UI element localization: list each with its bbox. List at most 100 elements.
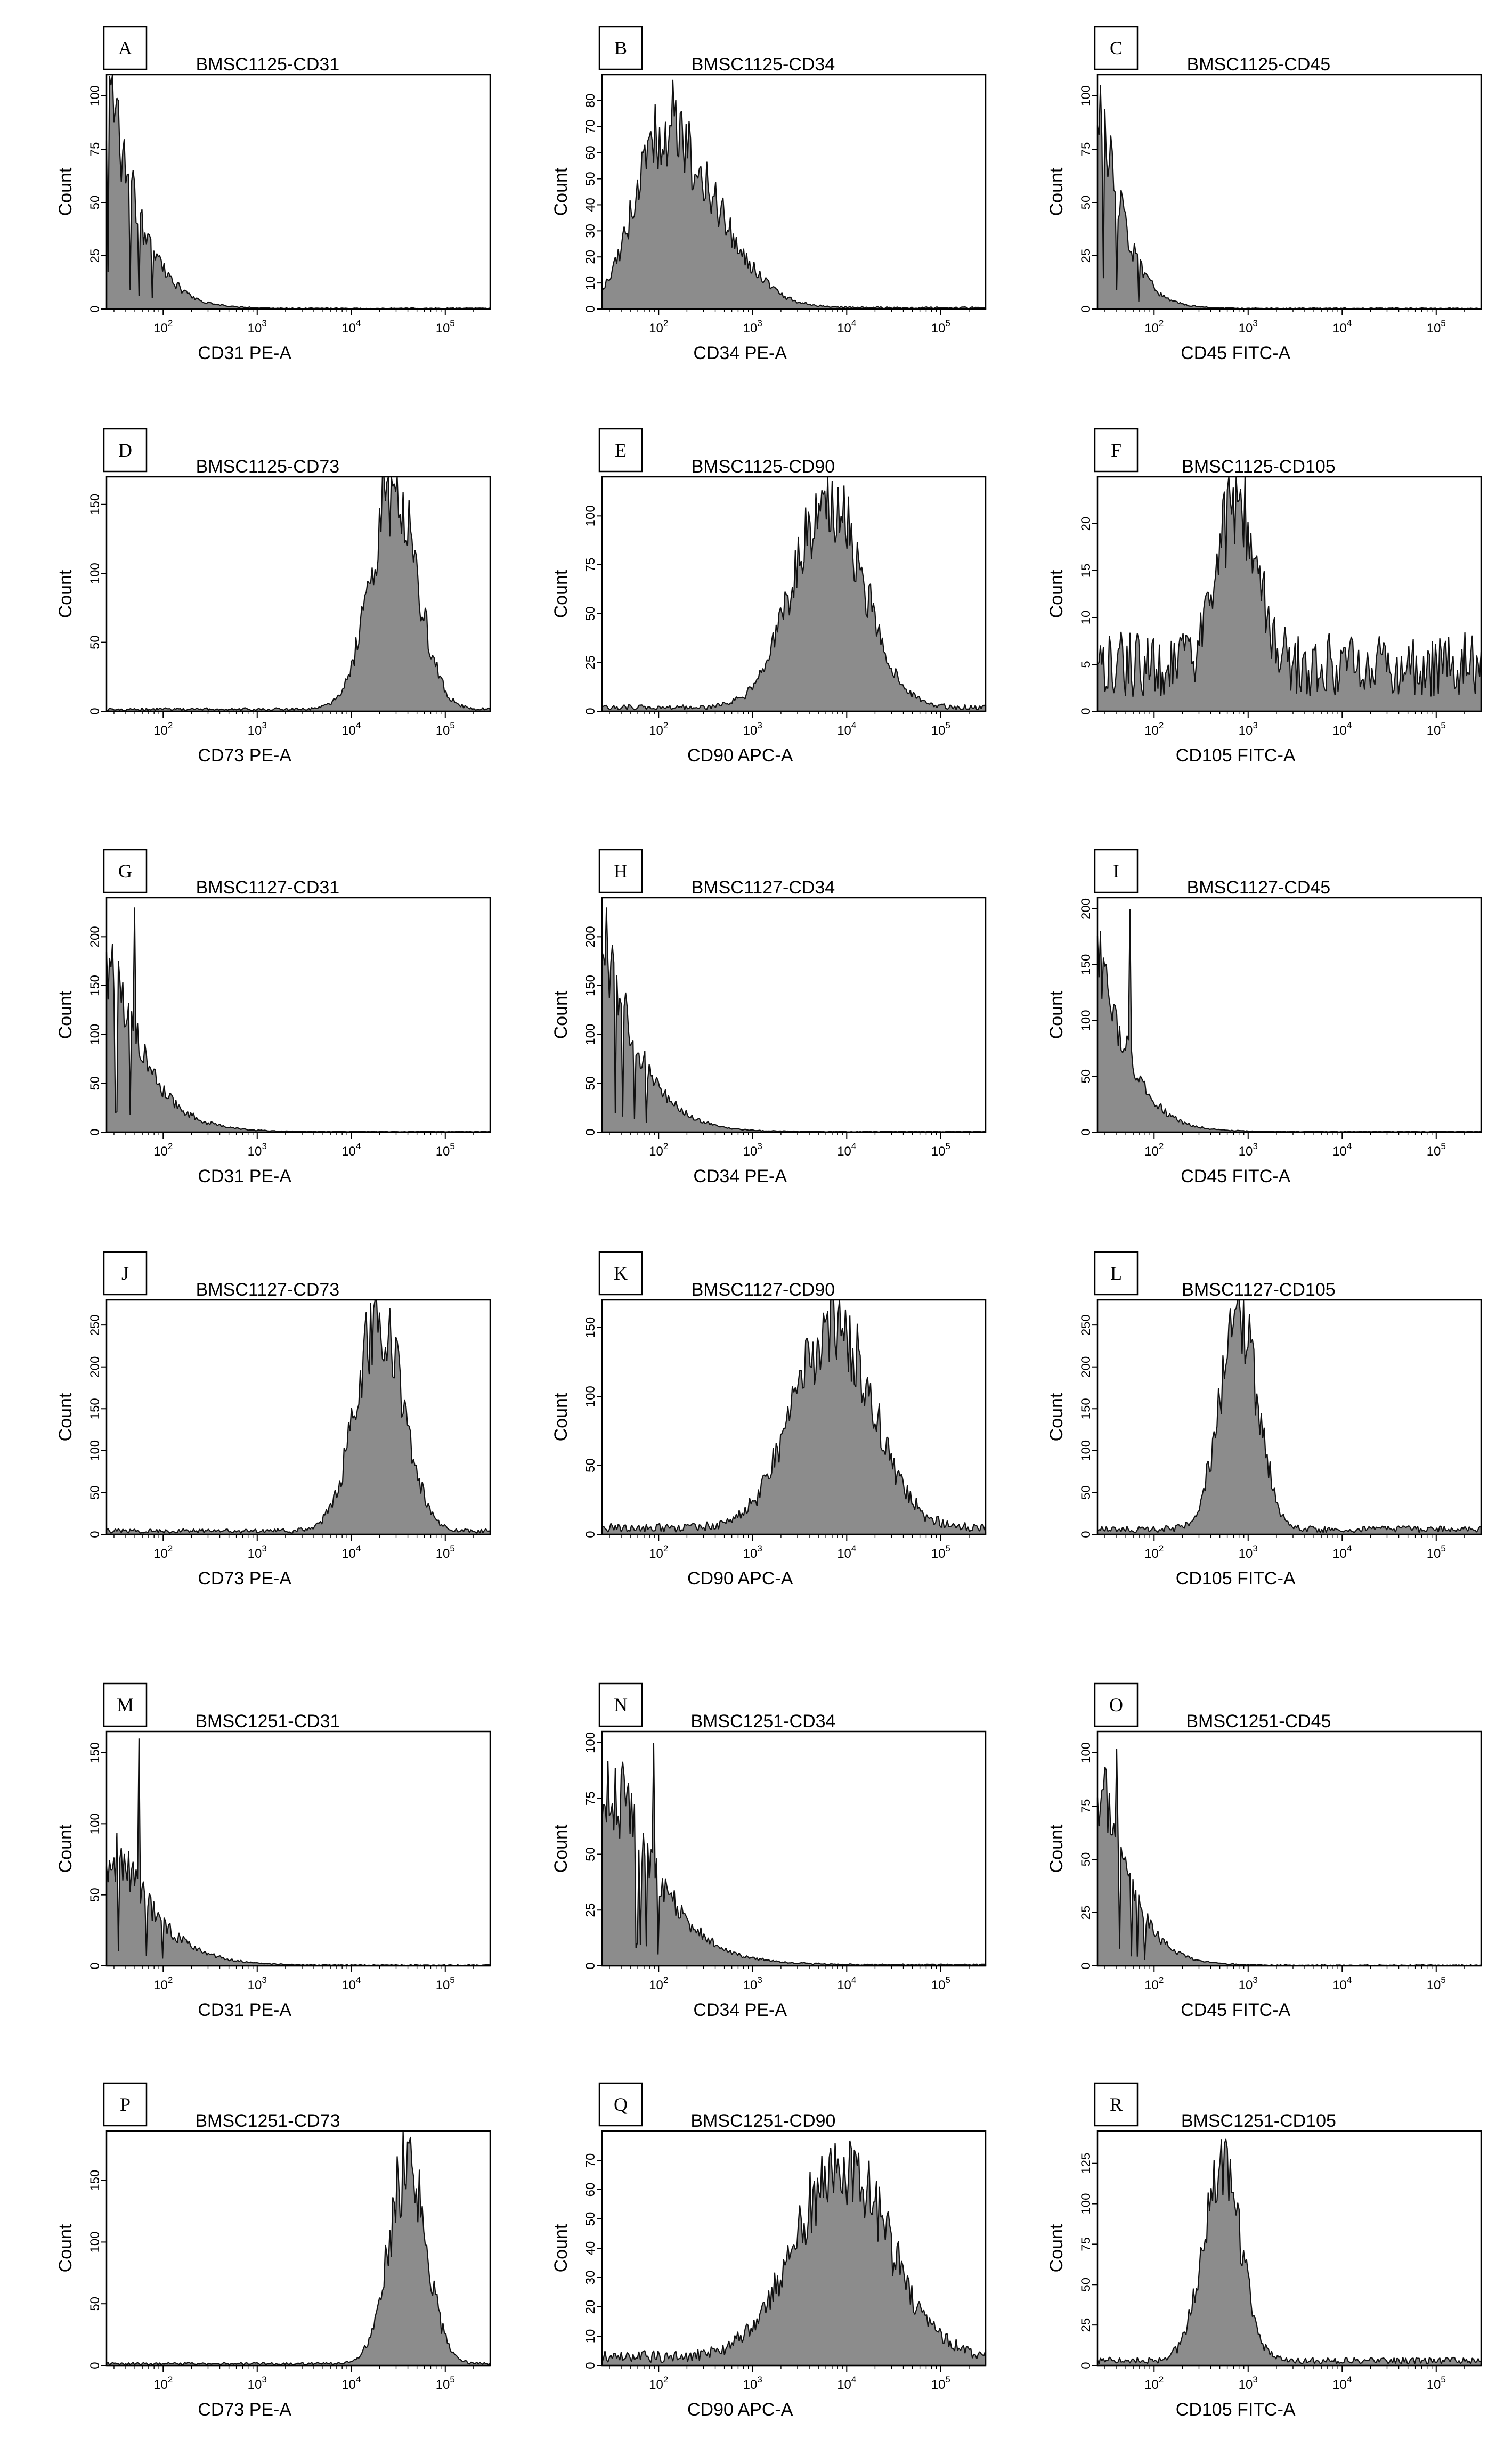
panel-label: R: [1110, 2094, 1123, 2115]
chart-title: BMSC1251-CD34: [690, 1711, 835, 1731]
flow-panel-i: 0 50 100 150 200 102 103 104 105 CD45 FITC-A Count…: [991, 823, 1486, 1089]
chart-title: BMSC1127-CD34: [692, 877, 835, 898]
histogram-chart: 050100150200102 103 104 105CD34 PE-ACountBM…: [495, 823, 991, 1223]
x-tick-label: 105: [1427, 1141, 1446, 1159]
x-tick-label: 105: [1427, 1543, 1446, 1561]
x-tick-label: 102: [649, 1141, 668, 1159]
x-tick-label: 104: [1332, 2374, 1352, 2392]
x-axis-label: CD90 APC-A: [687, 1568, 793, 1589]
panel-label: O: [1109, 1694, 1123, 1715]
flow-panel-k: 0 50 100 150 102 103 104 105 CD90 APC-A Count BMSC…: [495, 1225, 991, 1492]
y-tick-label: 100: [583, 505, 598, 526]
chart-title: BMSC1127-CD73: [196, 1280, 340, 1300]
histogram-chart: 050100150102 103 104 105CD31 PE-ACountBMSC1…: [0, 1657, 495, 2056]
y-tick-label: 150: [1079, 954, 1093, 975]
panel-label: J: [121, 1263, 129, 1284]
histogram-chart: 0255075100102 103 104 105CD45 FITC-ACountBM…: [991, 0, 1486, 400]
y-tick-label: 100: [1079, 1440, 1093, 1461]
x-tick-label: 104: [1332, 1141, 1352, 1159]
y-tick-label: 200: [88, 926, 102, 947]
flow-panel-a: 0 25 50 75 100 102 103 104 105 CD31 PE-A Count BMSC…: [0, 0, 495, 266]
y-tick-label: 0: [1079, 708, 1093, 714]
x-tick-label: 103: [1239, 720, 1258, 738]
y-axis-label: Count: [1046, 990, 1067, 1039]
y-tick-label: 20: [1079, 517, 1093, 531]
y-tick-label: 50: [1079, 1852, 1093, 1867]
histogram-chart: 050100150102 103 104 105CD73 PE-ACountBMSC1…: [0, 402, 495, 802]
y-tick-label: 50: [583, 1458, 598, 1473]
panel-label: C: [1110, 37, 1123, 59]
y-tick-label: 0: [583, 708, 598, 714]
y-axis-label: Count: [1046, 570, 1067, 618]
y-axis-label: Count: [1046, 2224, 1067, 2272]
y-axis-label: Count: [551, 570, 571, 618]
panel-label: F: [1111, 440, 1121, 461]
y-tick-label: 25: [1079, 2318, 1093, 2332]
histogram-area: [107, 2131, 490, 2365]
y-axis-label: Count: [55, 167, 76, 216]
x-axis-label: CD34 PE-A: [693, 2000, 787, 2020]
x-tick-label: 102: [649, 318, 668, 336]
x-axis-label: CD45 FITC-A: [1181, 1166, 1290, 1186]
histogram-area: [602, 477, 986, 711]
panel-label: A: [118, 37, 132, 59]
histogram-chart: 0 10 20 30 40 50 60 70 80 102 103 104 105 CD34 PE-A Co…: [495, 0, 991, 400]
x-tick-label: 105: [1427, 2374, 1446, 2392]
y-tick-label: 50: [1079, 2278, 1093, 2292]
x-tick-label: 105: [931, 2374, 950, 2392]
y-tick-label: 75: [1079, 142, 1093, 157]
flow-panel-l: 0 50 100 150 200 250 102 103 104 105 CD105 FITC-A C…: [991, 1225, 1486, 1492]
y-tick-label: 70: [583, 119, 598, 134]
y-tick-label: 25: [88, 249, 102, 263]
y-tick-label: 0: [1079, 305, 1093, 312]
histogram-chart: 050100150200102 103 104 105CD45 FITC-ACount…: [991, 823, 1486, 1223]
y-tick-label: 50: [88, 635, 102, 649]
histogram-area: [602, 907, 986, 1132]
y-tick-label: 25: [1079, 1906, 1093, 1920]
x-axis-label: CD73 PE-A: [198, 745, 291, 766]
histogram-chart: 0 25 50 75 100 102 103 104 105 CD90 APC-A Count BMS…: [495, 402, 991, 802]
y-tick-label: 150: [583, 975, 598, 996]
chart-title: BMSC1251-CD31: [195, 1711, 340, 1731]
y-tick-label: 200: [1079, 1356, 1093, 1378]
y-tick-label: 0: [88, 1531, 102, 1538]
y-tick-label: 100: [583, 1732, 598, 1753]
x-axis-label: CD34 PE-A: [693, 1166, 787, 1186]
plot-frame: [1097, 75, 1481, 309]
x-tick-label: 105: [931, 1141, 950, 1159]
x-tick-label: 103: [743, 318, 762, 336]
chart-title: BMSC1125-CD34: [692, 54, 835, 75]
panel-label: N: [614, 1694, 628, 1715]
x-tick-label: 105: [931, 720, 950, 738]
flow-panel-g: 0 50 100 150 200 102 103 104 105 CD31 PE-A Count BM…: [0, 823, 495, 1089]
y-tick-label: 0: [88, 2362, 102, 2369]
x-tick-label: 103: [1239, 318, 1258, 336]
x-tick-label: 103: [248, 1141, 267, 1159]
y-tick-label: 0: [583, 1128, 598, 1135]
panel-label: L: [1110, 1263, 1122, 1284]
y-tick-label: 50: [88, 1485, 102, 1500]
x-tick-label: 104: [837, 1975, 856, 1993]
histogram-chart: 0 25 50 75 100 102 103 104 105 CD31 PE-A Count BMSC…: [0, 0, 495, 400]
x-tick-label: 104: [341, 720, 361, 738]
plot-frame: [1097, 2131, 1481, 2365]
x-tick-label: 105: [1427, 1975, 1446, 1993]
histogram-area: [1097, 909, 1481, 1132]
chart-title: BMSC1127-CD31: [196, 877, 340, 898]
x-tick-label: 103: [248, 720, 267, 738]
y-axis-label: Count: [55, 1824, 76, 1873]
x-tick-label: 104: [341, 318, 361, 336]
flow-panel-n: 0 25 50 75 100 102 103 104 105 CD34 PE-A Count BMSC…: [495, 1657, 991, 1923]
x-tick-label: 103: [1239, 1543, 1258, 1561]
y-tick-label: 150: [1079, 1398, 1093, 1419]
y-axis-label: Count: [551, 2224, 571, 2272]
y-axis-label: Count: [55, 2224, 76, 2272]
chart-title: BMSC1125-CD45: [1187, 54, 1331, 75]
x-tick-label: 102: [649, 720, 668, 738]
y-axis-label: Count: [1046, 1393, 1067, 1441]
x-axis-label: CD31 PE-A: [198, 343, 291, 363]
histogram-chart: 0255075100102 103 104 105CD34 PE-ACountBMSC…: [495, 1657, 991, 2056]
plot-frame: [107, 1300, 490, 1534]
histogram-chart: 0 25 50 75 100 125 102 103 104 105 CD105 FITC-A Cou…: [991, 2056, 1486, 2456]
chart-title: BMSC1125-CD105: [1182, 457, 1336, 477]
